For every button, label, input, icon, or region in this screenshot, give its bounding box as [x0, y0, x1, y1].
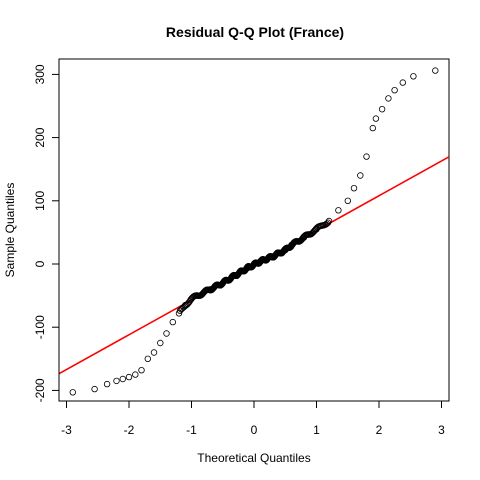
qq-point — [91, 385, 98, 393]
qq-point — [157, 339, 164, 347]
qq-point — [324, 219, 332, 226]
x-tick-label: -2 — [124, 423, 135, 437]
qq-point — [119, 375, 126, 383]
qq-point — [350, 184, 358, 192]
x-axis: -3 -2 -1 0 1 2 3 — [61, 400, 445, 437]
qq-point — [378, 105, 386, 113]
qq-point — [369, 124, 376, 132]
x-tick-label: 3 — [438, 423, 445, 437]
qq-point — [113, 377, 120, 385]
qq-point — [372, 115, 380, 122]
qq-point — [125, 373, 133, 381]
plot-frame — [58, 58, 450, 402]
x-tick-label: 0 — [251, 423, 258, 437]
qq-point — [391, 86, 398, 94]
qq-point — [150, 349, 158, 356]
y-axis: -200 -100 0 100 200 300 — [33, 64, 60, 402]
qq-point — [132, 371, 139, 378]
x-tick-label: -3 — [61, 423, 72, 437]
qq-point — [323, 220, 330, 227]
y-tick-label: 200 — [33, 127, 47, 147]
qq-point — [357, 172, 364, 179]
x-tick-label: 2 — [376, 423, 383, 437]
qq-point — [432, 67, 439, 74]
qq-point — [138, 367, 145, 374]
qq-point — [344, 197, 351, 204]
qq-point — [169, 318, 176, 326]
qq-point — [163, 330, 170, 337]
qq-point — [399, 79, 406, 86]
qq-point — [144, 355, 151, 362]
y-axis-label: Sample Quantiles — [3, 183, 17, 278]
points-layer — [69, 67, 439, 396]
qq-point — [410, 73, 417, 80]
qq-point — [385, 95, 392, 102]
x-tick-label: 1 — [313, 423, 320, 437]
qq-point — [335, 207, 342, 214]
y-tick-label: 300 — [33, 64, 47, 84]
x-tick-label: -1 — [186, 423, 197, 437]
y-tick-label: 100 — [33, 190, 47, 210]
y-tick-label: -200 — [33, 378, 47, 402]
y-tick-label: -100 — [33, 315, 47, 339]
qq-point — [363, 153, 370, 160]
x-axis-label: Theoretical Quantiles — [197, 451, 310, 465]
chart-title: Residual Q-Q Plot (France) — [166, 24, 344, 40]
y-tick-label: 0 — [33, 260, 47, 267]
qq-point — [103, 380, 111, 388]
qq-point — [69, 389, 76, 396]
